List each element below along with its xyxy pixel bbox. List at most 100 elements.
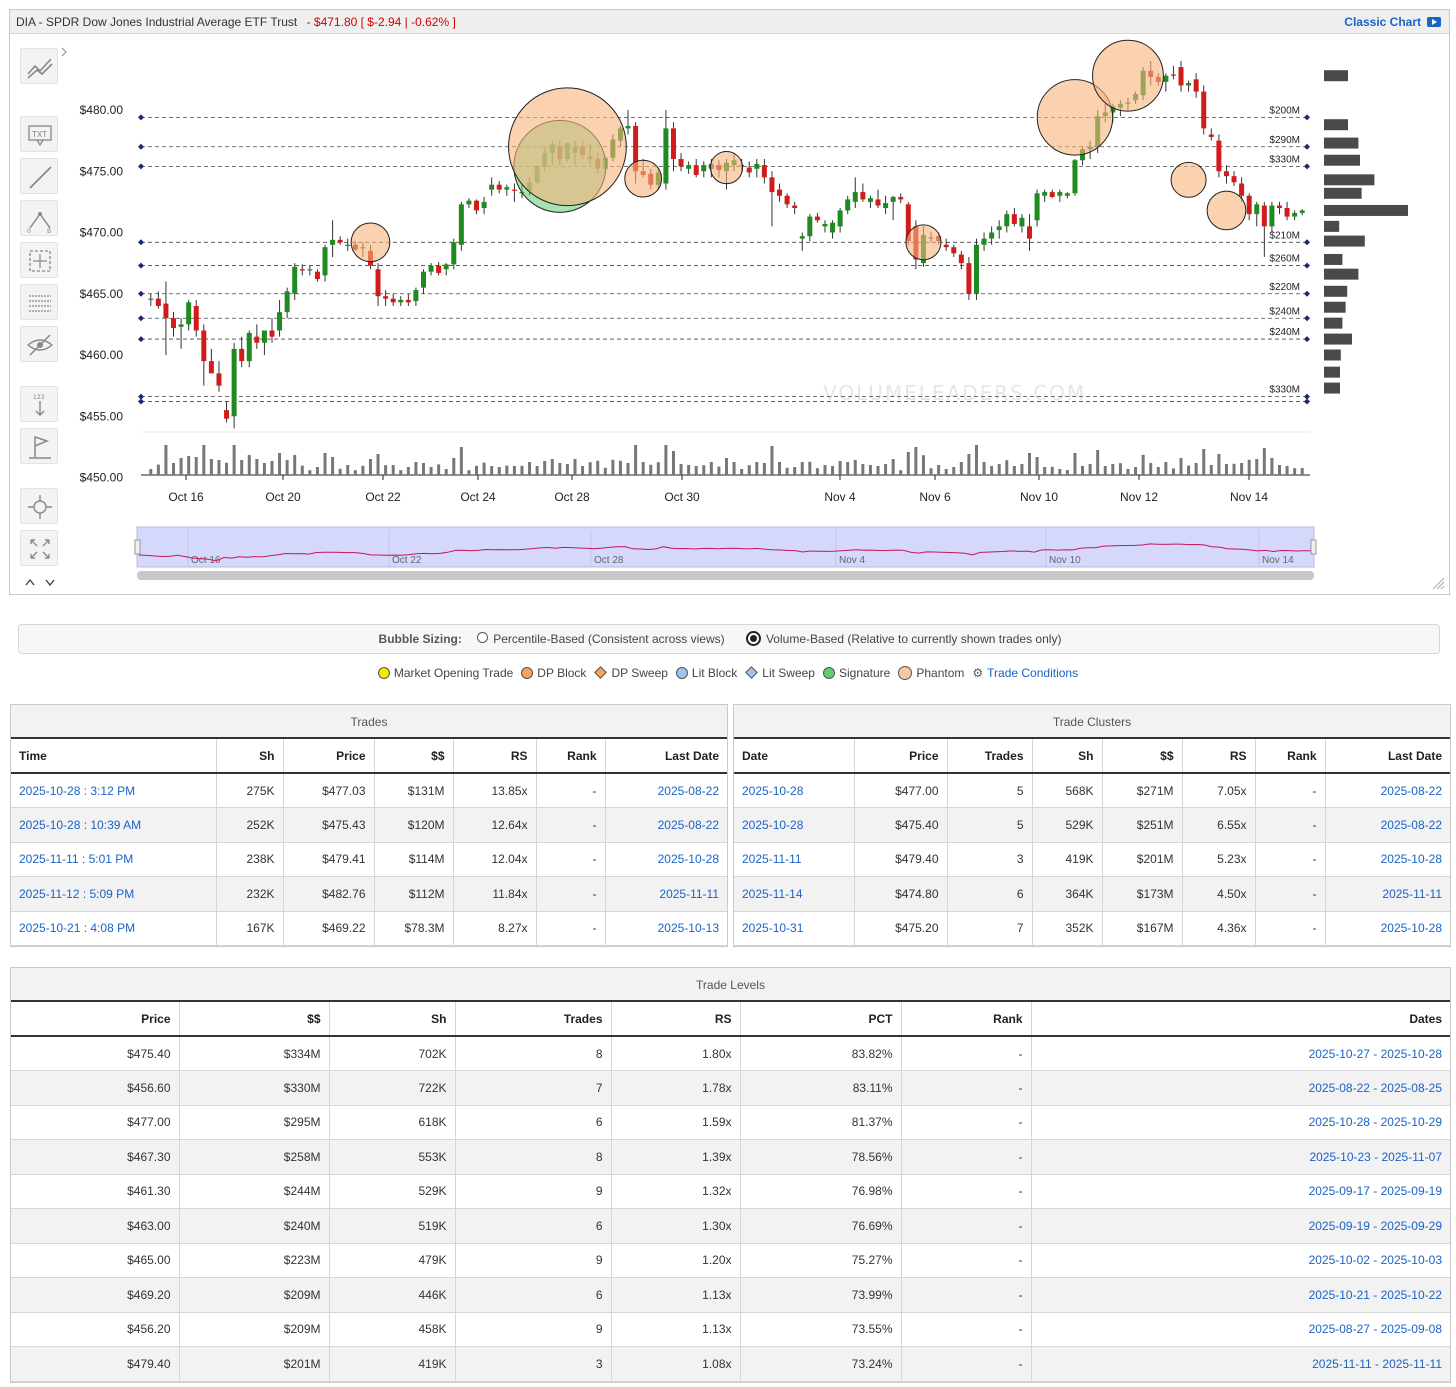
- trades-header-price[interactable]: Price: [283, 739, 375, 774]
- clusters-cell[interactable]: 2025-10-28: [1325, 842, 1450, 877]
- clusters-cell[interactable]: 2025-11-11: [1325, 876, 1450, 912]
- clusters-header-rs[interactable]: RS: [1182, 739, 1256, 774]
- levels-header-trades[interactable]: Trades: [455, 1002, 612, 1037]
- clusters-cell[interactable]: 2025-10-28: [734, 807, 855, 843]
- trades-row[interactable]: 2025-10-21 : 4:08 PM 167K $469.22 $78.3M 8.2…: [11, 911, 727, 946]
- legend-item-lit-block[interactable]: Lit Block: [675, 666, 737, 680]
- clusters-cell[interactable]: 2025-10-28: [734, 773, 855, 808]
- resize-grip-icon[interactable]: [1431, 576, 1445, 590]
- price-chart[interactable]: $480.00 $475.00 $470.00 $465.00 $460.00 $455.…: [10, 10, 1451, 596]
- trades-header-[interactable]: $$: [374, 739, 454, 774]
- levels-row[interactable]: $477.00 $295M 618K 6 1.59x 81.37% -2025-10-28 …: [11, 1105, 1450, 1140]
- flag-tool[interactable]: [20, 428, 58, 464]
- clusters-cell[interactable]: 2025-08-22: [1325, 773, 1450, 808]
- legend-item-signature[interactable]: Signature: [822, 666, 890, 680]
- crosshair-box-tool[interactable]: [20, 242, 58, 278]
- levels-header-sh[interactable]: Sh: [329, 1002, 456, 1037]
- levels-header-rank[interactable]: Rank: [901, 1002, 1032, 1037]
- clusters-cell[interactable]: 2025-11-11: [734, 842, 855, 877]
- levels-row[interactable]: $475.40 $334M 702K 8 1.80x 83.82% -2025-10-27 …: [11, 1036, 1450, 1071]
- table-tool[interactable]: [20, 284, 58, 320]
- trades-header-rs[interactable]: RS: [453, 739, 537, 774]
- levels-header-pct[interactable]: PCT: [740, 1002, 902, 1037]
- trades-cell[interactable]: 2025-10-28: [605, 842, 727, 877]
- levels-header-[interactable]: $$: [179, 1002, 330, 1037]
- clusters-cell[interactable]: 2025-08-22: [1325, 807, 1450, 843]
- legend-item-market-opening-trade[interactable]: Market Opening Trade: [377, 666, 513, 680]
- trades-row[interactable]: 2025-10-28 : 3:12 PM 275K $477.03 $131M 13.8…: [11, 773, 727, 808]
- levels-cell[interactable]: 2025-08-27 - 2025-09-08: [1031, 1312, 1450, 1347]
- trades-cell[interactable]: 2025-10-28 : 3:12 PM: [11, 773, 217, 808]
- clusters-row[interactable]: 2025-11-11 $479.40 3 419K $201M 5.23x -2025-10…: [734, 842, 1450, 877]
- levels-row[interactable]: $469.20 $209M 446K 6 1.13x 73.99% -2025-10-21 …: [11, 1277, 1450, 1313]
- zoom-tool[interactable]: [20, 488, 58, 524]
- text-tool[interactable]: TXT: [20, 116, 58, 152]
- volume-option[interactable]: Volume-Based (Relative to currently show…: [745, 631, 1061, 647]
- clusters-header-price[interactable]: Price: [854, 739, 948, 774]
- classic-chart-link[interactable]: Classic Chart: [1344, 10, 1441, 34]
- clusters-row[interactable]: 2025-11-14 $474.80 6 364K $173M 4.50x -2025-11…: [734, 876, 1450, 912]
- levels-cell[interactable]: 2025-08-22 - 2025-08-25: [1031, 1070, 1450, 1106]
- clusters-cell[interactable]: 2025-11-14: [734, 876, 855, 912]
- clusters-row[interactable]: 2025-10-28 $477.00 5 568K $271M 7.05x -2025-08…: [734, 773, 1450, 808]
- trades-header-rank[interactable]: Rank: [536, 739, 606, 774]
- trades-cell[interactable]: 2025-08-22: [605, 807, 727, 843]
- clusters-header-trades[interactable]: Trades: [947, 739, 1033, 774]
- levels-header-price[interactable]: Price: [11, 1002, 180, 1037]
- clusters-cell[interactable]: 2025-10-28: [1325, 911, 1450, 946]
- levels-row[interactable]: $461.30 $244M 529K 9 1.32x 76.98% -2025-09-17 …: [11, 1174, 1450, 1209]
- levels-row[interactable]: $463.00 $240M 519K 6 1.30x 76.69% -2025-09-19 …: [11, 1208, 1450, 1244]
- levels-cell[interactable]: 2025-10-23 - 2025-11-07: [1031, 1139, 1450, 1175]
- volume-radio[interactable]: [745, 631, 761, 647]
- clusters-header-date[interactable]: Date: [734, 739, 855, 774]
- levels-cell[interactable]: 2025-10-21 - 2025-10-22: [1031, 1277, 1450, 1313]
- levels-row[interactable]: $479.40 $201M 419K 3 1.08x 73.24% -2025-11-11 …: [11, 1346, 1450, 1382]
- levels-cell[interactable]: 2025-10-28 - 2025-10-29: [1031, 1105, 1450, 1140]
- clusters-header-sh[interactable]: Sh: [1032, 739, 1103, 774]
- trades-cell[interactable]: 2025-11-11: [605, 876, 727, 912]
- levels-cell[interactable]: 2025-10-02 - 2025-10-03: [1031, 1243, 1450, 1278]
- levels-row[interactable]: $467.30 $258M 553K 8 1.39x 78.56% -2025-10-23 …: [11, 1139, 1450, 1175]
- levels-cell[interactable]: 2025-11-11 - 2025-11-11: [1031, 1346, 1450, 1382]
- levels-row[interactable]: $456.20 $209M 458K 9 1.13x 73.55% -2025-08-27 …: [11, 1312, 1450, 1347]
- levels-header-dates[interactable]: Dates: [1031, 1002, 1450, 1037]
- levels-row[interactable]: $465.00 $223M 479K 9 1.20x 75.27% -2025-10-02 …: [11, 1243, 1450, 1278]
- trades-header-sh[interactable]: Sh: [216, 739, 284, 774]
- trend-lines-tool[interactable]: [20, 48, 58, 84]
- trades-cell[interactable]: 2025-11-12 : 5:09 PM: [11, 876, 217, 912]
- fullscreen-tool[interactable]: [20, 530, 58, 566]
- levels-row[interactable]: $456.60 $330M 722K 7 1.78x 83.11% -2025-08-22 …: [11, 1070, 1450, 1106]
- legend-item-trade-conditions[interactable]: ⚙ Trade Conditions: [972, 666, 1078, 680]
- trades-header-last-date[interactable]: Last Date: [605, 739, 727, 774]
- clusters-row[interactable]: 2025-10-31 $475.20 7 352K $167M 4.36x -2025-10…: [734, 911, 1450, 946]
- toolbar-scroll[interactable]: [24, 576, 58, 591]
- clusters-row[interactable]: 2025-10-28 $475.40 5 529K $251M 6.55x -2025-08…: [734, 807, 1450, 843]
- trades-cell[interactable]: 2025-11-11 : 5:01 PM: [11, 842, 217, 877]
- hide-tool[interactable]: [20, 326, 58, 362]
- legend-item-dp-block[interactable]: DP Block: [521, 666, 586, 680]
- percentile-option[interactable]: Percentile-Based (Consistent across view…: [477, 632, 725, 646]
- legend-item-phantom[interactable]: Phantom: [898, 665, 964, 680]
- trades-header-time[interactable]: Time: [11, 739, 217, 774]
- legend-item-dp-sweep[interactable]: DP Sweep: [594, 666, 668, 680]
- clusters-header-last-date[interactable]: Last Date: [1325, 739, 1450, 774]
- levels-header-rs[interactable]: RS: [611, 1002, 741, 1037]
- trades-cell[interactable]: 2025-10-13: [605, 911, 727, 946]
- percentile-radio[interactable]: [477, 632, 489, 644]
- clusters-header-rank[interactable]: Rank: [1255, 739, 1326, 774]
- trades-cell[interactable]: 2025-10-21 : 4:08 PM: [11, 911, 217, 946]
- trades-row[interactable]: 2025-11-12 : 5:09 PM 232K $482.76 $112M 11.8…: [11, 876, 727, 912]
- trades-cell[interactable]: 2025-10-28 : 10:39 AM: [11, 807, 217, 843]
- levels-cell[interactable]: 2025-09-17 - 2025-09-19: [1031, 1174, 1450, 1209]
- trades-row[interactable]: 2025-11-11 : 5:01 PM 238K $479.41 $114M 12.0…: [11, 842, 727, 877]
- trades-row[interactable]: 2025-10-28 : 10:39 AM 252K $475.43 $120M 12.…: [11, 807, 727, 843]
- levels-cell[interactable]: 2025-09-19 - 2025-09-29: [1031, 1208, 1450, 1244]
- levels-cell[interactable]: 2025-10-27 - 2025-10-28: [1031, 1036, 1450, 1071]
- clusters-header-[interactable]: $$: [1102, 739, 1183, 774]
- legend-item-lit-sweep[interactable]: Lit Sweep: [745, 666, 815, 680]
- line-tool[interactable]: [20, 158, 58, 194]
- measure-tool[interactable]: 123: [20, 386, 58, 422]
- trades-cell[interactable]: 2025-08-22: [605, 773, 727, 808]
- clusters-cell[interactable]: 2025-10-31: [734, 911, 855, 946]
